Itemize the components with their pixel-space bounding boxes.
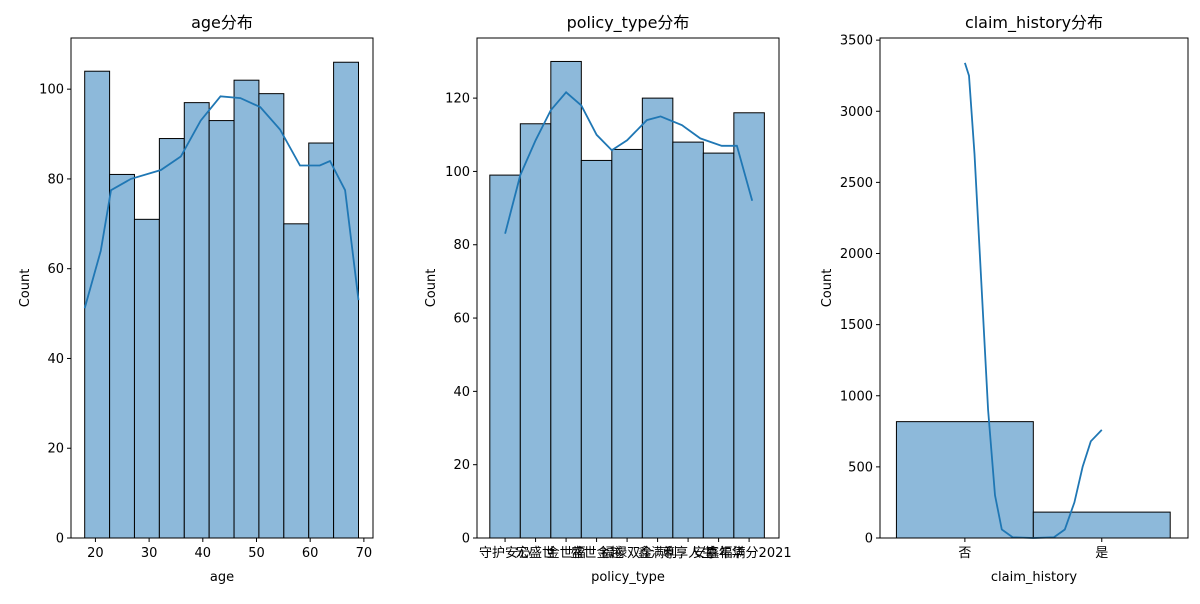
chart-title: claim_history分布 <box>965 13 1103 33</box>
y-tick-label: 100 <box>445 165 470 180</box>
x-tick-label: 金世福 <box>547 545 586 561</box>
kde-line <box>504 91 754 234</box>
bar <box>895 421 1034 539</box>
bar <box>258 93 285 539</box>
x-tick-label: 30 <box>141 546 158 561</box>
bar <box>183 102 210 539</box>
x-tick-label: 50 <box>248 546 265 561</box>
bar <box>580 159 613 539</box>
x-tick-label: 盛世金越 <box>571 545 623 561</box>
x-axis-label: claim_history <box>991 570 1078 585</box>
axes-frame <box>476 37 780 539</box>
x-tick-label: 鑫福满分2021 <box>707 545 792 561</box>
x-tick-label: 鑫满利 <box>638 545 677 561</box>
x-tick-label: 宏盛世 <box>516 546 555 561</box>
x-tick-label: 安享年华 <box>693 545 745 561</box>
y-tick-label: 2500 <box>840 176 873 191</box>
y-tick-label: 0 <box>56 532 64 547</box>
y-tick-label: 3000 <box>840 105 873 120</box>
bar <box>489 174 521 539</box>
kde-line <box>83 95 360 309</box>
bar <box>702 152 735 539</box>
x-tick-label: 70 <box>356 546 373 561</box>
bar <box>611 148 643 539</box>
y-axis-label: Count <box>18 269 33 308</box>
axes-frame <box>879 37 1189 539</box>
bar <box>550 60 582 539</box>
y-tick-label: 3500 <box>840 34 873 49</box>
x-axis-label: age <box>210 570 234 585</box>
y-tick-label: 60 <box>47 262 64 277</box>
bar <box>109 173 135 539</box>
x-tick-label: 尊享人生 <box>662 545 714 561</box>
x-tick-label: 是 <box>1095 546 1108 561</box>
x-tick-label: 60 <box>302 546 319 561</box>
y-tick-label: 20 <box>47 442 64 457</box>
y-axis-label: Count <box>424 269 439 308</box>
y-tick-label: 1000 <box>840 389 873 404</box>
y-tick-label: 40 <box>47 352 64 367</box>
y-tick-label: 1500 <box>840 318 873 333</box>
chart-title: age分布 <box>191 13 253 32</box>
x-axis-label: policy_type <box>591 570 665 585</box>
x-tick-label: 守护安心 <box>479 546 531 561</box>
axes-frame <box>70 37 374 539</box>
bar <box>733 112 765 539</box>
chart-title: policy_type分布 <box>567 13 690 33</box>
y-axis-label: Count <box>820 269 835 308</box>
y-tick-label: 40 <box>453 385 470 400</box>
bar <box>208 120 235 539</box>
y-tick-label: 0 <box>462 532 470 547</box>
y-tick-label: 60 <box>453 312 470 327</box>
bar <box>672 141 704 539</box>
kde-line <box>964 62 1103 539</box>
x-tick-label: 40 <box>195 546 212 561</box>
bar <box>519 123 552 539</box>
y-tick-label: 100 <box>39 83 64 98</box>
bar <box>283 223 310 539</box>
bar <box>133 218 160 539</box>
y-tick-label: 80 <box>47 172 64 187</box>
x-tick-label: 否 <box>958 546 971 561</box>
bar <box>1032 511 1171 539</box>
x-tick-label: 20 <box>87 546 104 561</box>
y-tick-label: 500 <box>848 460 873 475</box>
y-tick-label: 20 <box>453 458 470 473</box>
bar <box>308 142 335 539</box>
bar <box>641 97 674 539</box>
bar <box>158 138 185 539</box>
bar <box>233 79 260 539</box>
y-tick-label: 80 <box>453 238 470 253</box>
y-tick-label: 0 <box>865 532 873 547</box>
y-tick-label: 2000 <box>840 247 873 262</box>
bar <box>333 61 360 539</box>
y-tick-label: 120 <box>445 92 470 107</box>
x-tick-label: 福禄双全 <box>601 545 653 561</box>
bar <box>84 70 111 539</box>
